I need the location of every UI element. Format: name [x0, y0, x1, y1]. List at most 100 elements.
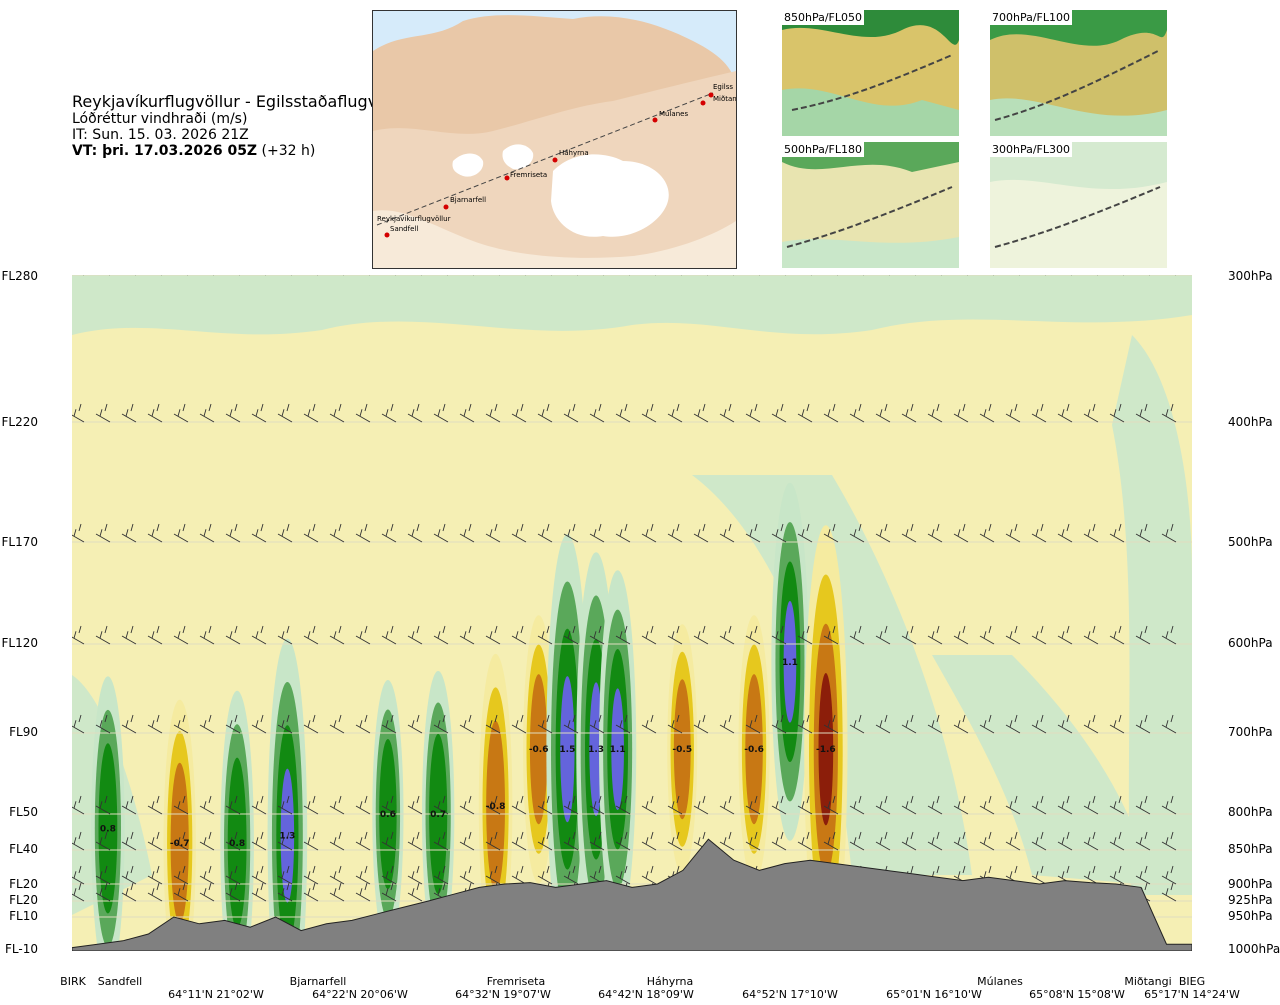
wind-barb [72, 831, 85, 851]
wind-barb [953, 714, 969, 734]
wind-barb [303, 831, 319, 851]
thumbnail-500[interactable]: 500hPa/FL180 [782, 142, 959, 268]
wind-barb [459, 625, 475, 645]
map-label-sandfell: Sandfell [390, 225, 418, 233]
wind-barb [589, 523, 605, 543]
wind-barb [1109, 403, 1125, 423]
wind-barb [693, 625, 709, 645]
wind-barb [1031, 714, 1047, 734]
wind-barb [199, 523, 215, 543]
wind-barb [667, 795, 683, 815]
wind-barb [355, 795, 371, 815]
wind-barb [459, 831, 475, 851]
value-annotations: 0.8 -0.7 0.8 1.3 0.6 0.7 -0.8 -0.6 1.5 1.3 1.1 -0.5… [100, 658, 836, 849]
fl-label: FL10 [9, 909, 38, 923]
wind-barb [953, 403, 969, 423]
velocity-cell [98, 743, 118, 914]
wind-barb [225, 882, 241, 902]
wind-barb [251, 714, 267, 734]
x-location-label: Miðtangi [1124, 975, 1172, 988]
wind-barb [537, 865, 553, 885]
wind-barb [1083, 625, 1099, 645]
cell-value-label: 1.3 [588, 745, 604, 755]
wind-barb [121, 523, 137, 543]
x-location-label: BIRK [60, 975, 86, 988]
wind-barb [615, 714, 631, 734]
map-label-mulanes: Múlanes [659, 110, 688, 118]
wind-barb [121, 831, 137, 851]
wind-barb [823, 625, 839, 645]
wind-barb [1031, 523, 1047, 543]
wind-barb [1135, 795, 1151, 815]
thumbnail-850[interactable]: 850hPa/FL050 [782, 10, 959, 136]
cell-value-label: 1.5 [559, 745, 575, 755]
wind-barb [95, 403, 111, 423]
wind-barb [719, 795, 735, 815]
wind-barb [615, 403, 631, 423]
wind-barb [641, 714, 657, 734]
cell-value-label: -0.6 [529, 745, 549, 755]
wind-barb [251, 625, 267, 645]
wind-barb [771, 831, 787, 851]
wind-barb [797, 403, 813, 423]
wind-barb [771, 403, 787, 423]
wind-barb [797, 625, 813, 645]
thumbnail-700[interactable]: 700hPa/FL100 [990, 10, 1167, 136]
wind-barb [173, 831, 189, 851]
wind-barb [121, 403, 137, 423]
wind-barb [823, 795, 839, 815]
wind-barb [979, 523, 995, 543]
wind-barb [1031, 831, 1047, 851]
x-location-label: Háhyrna [646, 975, 694, 988]
wind-barb [407, 403, 423, 423]
wind-barb [1057, 625, 1073, 645]
wind-barb [225, 831, 241, 851]
wind-barb [485, 714, 501, 734]
x-coord-label: 64°11'N 21°02'W [168, 988, 264, 1001]
wind-barb [511, 625, 527, 645]
wind-barb [1109, 523, 1125, 543]
wind-barb [589, 714, 605, 734]
wind-barb [251, 795, 267, 815]
pressure-label: 1000hPa [1228, 942, 1280, 956]
velocity-cell [227, 757, 247, 928]
thumbnail-300[interactable]: 300hPa/FL300 [990, 142, 1167, 268]
wind-barb [537, 403, 553, 423]
wind-barb [875, 714, 891, 734]
title-block: Reykjavíkurflugvöllur - Egilsstaðaflugvö… [72, 92, 413, 159]
cell-value-label: -0.8 [486, 802, 506, 812]
velocity-cell [560, 676, 575, 823]
wind-barb [1083, 795, 1099, 815]
wind-barb [641, 795, 657, 815]
pressure-label: 500hPa [1228, 535, 1273, 549]
wind-barb [121, 714, 137, 734]
x-coord-label: 64°32'N 19°07'W [455, 988, 551, 1001]
wind-barb [537, 831, 553, 851]
wind-barb [1031, 865, 1047, 885]
wind-barb [901, 795, 917, 815]
wind-barb [615, 865, 631, 885]
velocity-cell [611, 688, 624, 811]
wind-barb [745, 714, 761, 734]
wind-barb [1161, 714, 1177, 734]
x-location-label: Fremriseta [486, 975, 546, 988]
wind-barb [667, 714, 683, 734]
wind-barb [303, 625, 319, 645]
fl-label: FL50 [9, 805, 38, 819]
wind-barb [407, 795, 423, 815]
wind-barb [1005, 625, 1021, 645]
wind-barb [979, 625, 995, 645]
wind-barb [1135, 714, 1151, 734]
wind-barb [719, 831, 735, 851]
wind-barb [433, 523, 449, 543]
x-coord-label: 64°42'N 18°09'W [598, 988, 694, 1001]
wind-barb [953, 795, 969, 815]
variable-label: Lóðréttur vindhraði (m/s) [72, 111, 248, 127]
wind-barb [875, 403, 891, 423]
wind-barb [303, 714, 319, 734]
wind-barb [329, 831, 345, 851]
wind-barb [95, 714, 111, 734]
wind-barb [1109, 625, 1125, 645]
wind-barb [563, 714, 579, 734]
wind-barb [459, 714, 475, 734]
